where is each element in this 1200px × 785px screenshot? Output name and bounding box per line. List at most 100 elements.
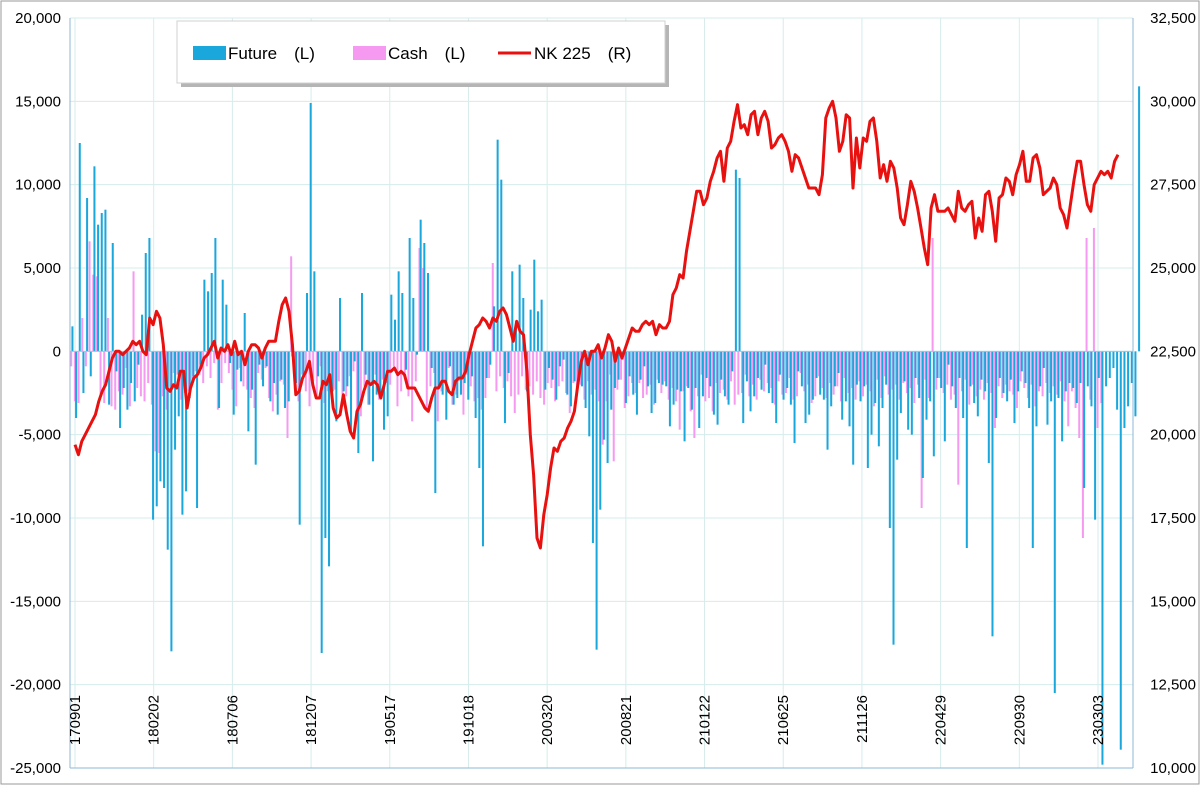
future-bar xyxy=(566,351,569,395)
future-bar xyxy=(361,293,364,352)
future-bar xyxy=(108,351,111,405)
cash-bar xyxy=(730,351,733,382)
future-bar xyxy=(430,351,433,368)
cash-bar xyxy=(385,351,388,383)
future-bar xyxy=(199,351,202,365)
cash-bar xyxy=(843,351,846,378)
cash-bar xyxy=(260,351,263,380)
cash-bar xyxy=(88,241,91,352)
cash-bar xyxy=(469,351,472,387)
left-tick-label: 5,000 xyxy=(23,260,61,277)
future-bar xyxy=(415,351,418,355)
future-bar xyxy=(1134,351,1137,417)
cash-bar xyxy=(359,351,362,417)
cash-bar xyxy=(381,351,384,380)
cash-bar xyxy=(653,351,656,405)
cash-bar xyxy=(788,351,791,378)
future-bar xyxy=(628,351,631,377)
future-bar xyxy=(339,298,342,352)
future-bar xyxy=(844,351,847,402)
cash-bar xyxy=(202,351,205,383)
future-bar xyxy=(676,351,679,390)
future-bar xyxy=(448,351,451,367)
cash-bar xyxy=(458,351,461,382)
future-bar xyxy=(709,351,712,387)
cash-bar xyxy=(1023,351,1026,388)
future-bar xyxy=(1064,351,1067,392)
cash-bar xyxy=(429,351,432,387)
cash-bar xyxy=(1048,351,1051,393)
future-bar xyxy=(1039,351,1042,387)
cash-bar xyxy=(363,351,366,387)
future-bar xyxy=(298,351,301,525)
cash-bar xyxy=(532,351,535,395)
future-bar xyxy=(562,351,565,360)
future-bar xyxy=(276,351,279,415)
future-bar xyxy=(793,351,796,443)
cash-bar xyxy=(557,351,560,387)
cash-bar xyxy=(971,351,974,385)
cash-bar xyxy=(1056,351,1059,395)
future-bar xyxy=(240,351,243,382)
future-bar xyxy=(232,351,235,415)
future-bar xyxy=(617,351,620,380)
future-bar xyxy=(910,351,913,435)
future-bar xyxy=(225,304,228,352)
cash-bar xyxy=(114,351,117,410)
future-bar xyxy=(738,178,741,352)
cash-bar xyxy=(785,351,788,393)
future-bar xyxy=(767,351,770,393)
future-bar xyxy=(478,351,481,468)
cash-bar xyxy=(414,351,417,382)
future-bar xyxy=(1105,351,1108,387)
cash-bar xyxy=(1096,351,1099,428)
future-bar xyxy=(408,238,411,352)
future-bar xyxy=(251,351,254,390)
future-bar xyxy=(97,224,100,352)
future-bar xyxy=(789,351,792,405)
cash-bar xyxy=(693,351,696,438)
cash-bar xyxy=(957,351,960,485)
cash-bar xyxy=(913,351,916,403)
cash-bar xyxy=(814,351,817,397)
cash-bar xyxy=(136,351,139,388)
cash-bar xyxy=(1041,351,1044,397)
cash-bar xyxy=(103,351,106,403)
future-bar xyxy=(723,351,726,397)
future-bar xyxy=(280,351,283,380)
future-bar xyxy=(742,351,745,423)
cash-bar xyxy=(319,351,322,367)
future-bar xyxy=(148,238,151,352)
future-bar xyxy=(815,351,818,378)
nk225-series-line xyxy=(73,99,1120,550)
cash-bar xyxy=(271,351,274,412)
future-bar xyxy=(841,351,844,420)
cash-bar xyxy=(326,351,329,392)
cash-bar xyxy=(1063,351,1066,402)
cash-bar xyxy=(887,351,890,395)
future-bar xyxy=(558,351,561,367)
future-bar xyxy=(481,351,484,547)
future-bar xyxy=(643,351,646,367)
future-bar xyxy=(1031,351,1034,548)
cash-bar xyxy=(609,351,612,375)
future-bar xyxy=(328,351,331,567)
future-bar xyxy=(1061,351,1064,442)
cash-bar xyxy=(312,351,315,382)
cash-bar xyxy=(898,351,901,400)
cash-bar xyxy=(345,351,348,397)
cash-bar xyxy=(528,351,531,387)
future-bar xyxy=(423,243,426,352)
cash-bar xyxy=(565,351,568,393)
future-bar xyxy=(921,351,924,478)
future-bar xyxy=(426,273,429,352)
future-bar xyxy=(797,351,800,372)
future-bar xyxy=(133,351,136,402)
cash-bar xyxy=(1059,351,1062,382)
future-bar xyxy=(547,351,550,368)
cash-bar xyxy=(598,351,601,402)
x-tick-label: 220930 xyxy=(1011,695,1028,745)
cash-bar xyxy=(139,351,142,397)
future-bar xyxy=(995,351,998,418)
cash-bar xyxy=(191,351,194,385)
